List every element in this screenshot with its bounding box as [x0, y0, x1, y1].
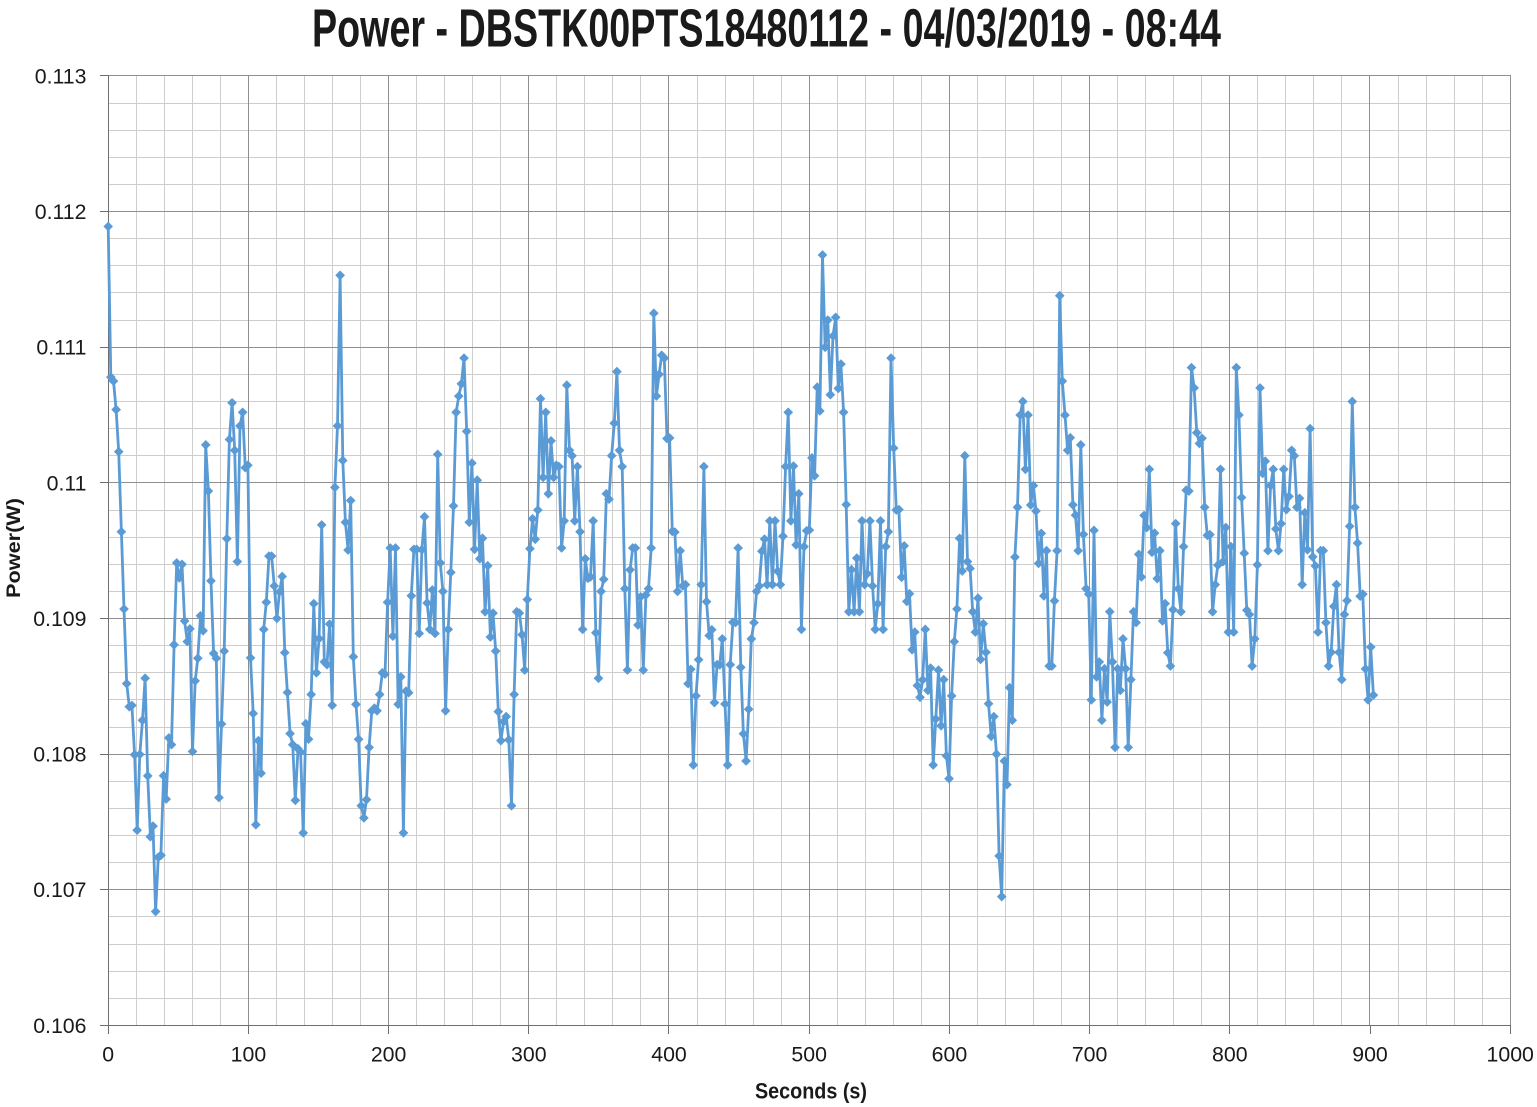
svg-text:100: 100: [231, 1043, 267, 1067]
svg-text:400: 400: [651, 1043, 687, 1067]
svg-text:900: 900: [1352, 1043, 1388, 1067]
svg-text:0.113: 0.113: [35, 64, 87, 88]
svg-text:Power(W): Power(W): [4, 498, 25, 598]
svg-text:0.107: 0.107: [33, 878, 86, 902]
svg-text:Power - DBSTK00PTS18480112 - 0: Power - DBSTK00PTS18480112 - 04/03/2019 …: [312, 0, 1221, 59]
svg-text:700: 700: [1072, 1043, 1108, 1067]
svg-text:300: 300: [511, 1043, 547, 1067]
svg-text:500: 500: [791, 1043, 827, 1067]
svg-text:0.106: 0.106: [33, 1014, 86, 1038]
svg-text:0.112: 0.112: [35, 200, 87, 224]
svg-text:Seconds (s): Seconds (s): [755, 1078, 867, 1103]
svg-text:200: 200: [371, 1043, 407, 1067]
svg-text:0.11: 0.11: [47, 471, 87, 495]
svg-text:0.108: 0.108: [33, 743, 86, 767]
svg-text:1000: 1000: [1487, 1043, 1535, 1067]
svg-text:0.109: 0.109: [33, 607, 86, 631]
svg-text:800: 800: [1212, 1043, 1248, 1067]
svg-text:0: 0: [102, 1043, 114, 1067]
svg-text:600: 600: [932, 1043, 968, 1067]
svg-text:0.111: 0.111: [36, 336, 86, 360]
